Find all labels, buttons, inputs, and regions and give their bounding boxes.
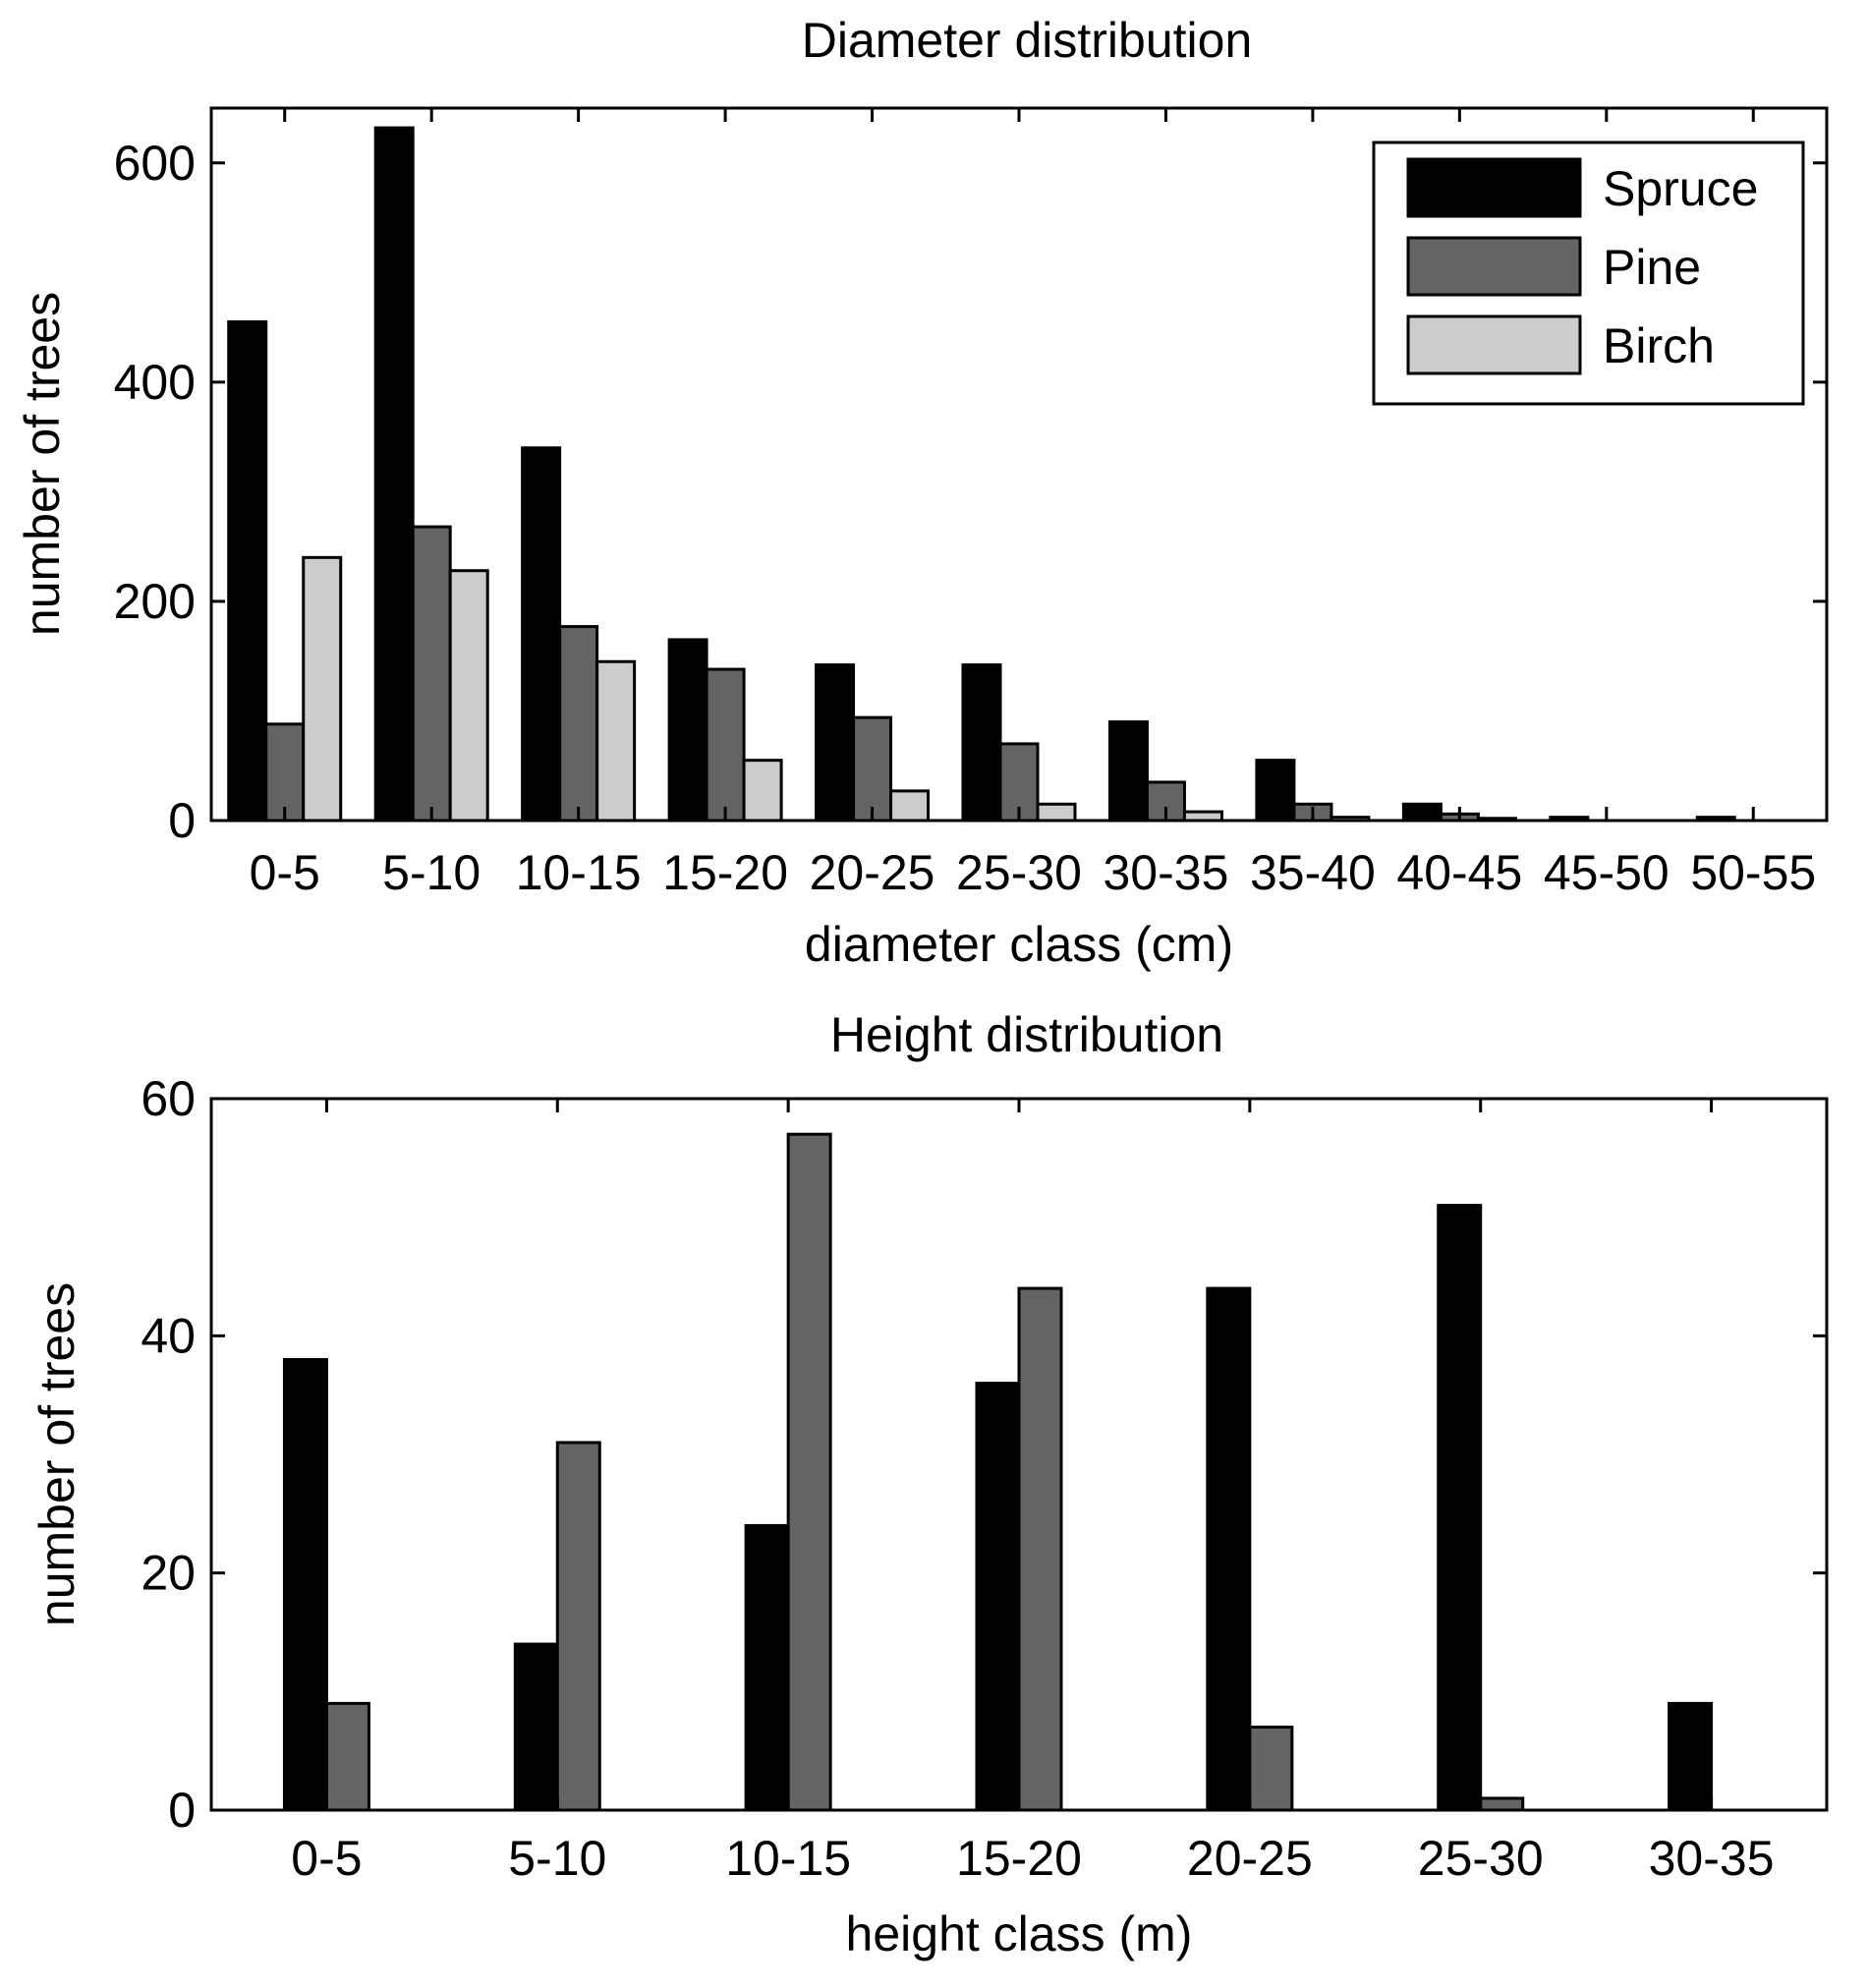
x-tick-label: 15-20 xyxy=(662,845,788,900)
bar xyxy=(786,1132,832,1812)
x-tick-label: 10-15 xyxy=(725,1831,851,1886)
x-tick-label: 30-35 xyxy=(1104,845,1229,900)
x-tick-label: 50-55 xyxy=(1690,845,1816,900)
bar xyxy=(1182,810,1223,823)
bar xyxy=(1107,720,1149,823)
x-tick-label: 15-20 xyxy=(956,1831,1082,1886)
bar xyxy=(302,555,343,823)
bar xyxy=(558,625,599,823)
bar xyxy=(1330,816,1371,823)
x-tick-label: 25-30 xyxy=(956,845,1082,900)
bar xyxy=(1479,1796,1525,1812)
bar xyxy=(1549,816,1590,823)
x-tick-label: 0-5 xyxy=(291,1831,362,1886)
y-axis-label: number of trees xyxy=(29,1282,85,1626)
chart-title: Diameter distribution xyxy=(802,13,1253,68)
height-chart: Height distribution 0-5 5-10 10-15 15-20 20-… xyxy=(29,1007,1829,1961)
tick-group: 0-5 5-10 10-15 15-20 20-25 25-30 30-35 35-40 40-… xyxy=(114,108,1827,900)
legend-label: Pine xyxy=(1603,240,1701,295)
diameter-chart: Diameter distribution 0-5 5-10 10-15 15-20 2… xyxy=(15,13,1829,972)
x-tick-label: 30-35 xyxy=(1649,1831,1775,1886)
bar xyxy=(555,1441,601,1812)
bar-group xyxy=(227,126,1736,823)
legend-swatch xyxy=(1406,314,1582,375)
bar xyxy=(411,525,452,823)
x-tick-label: 20-25 xyxy=(810,845,935,900)
bar xyxy=(1206,1286,1252,1812)
bar xyxy=(744,1523,790,1812)
bar xyxy=(1437,1204,1483,1812)
y-tick-label: 60 xyxy=(141,1071,196,1126)
y-tick-label: 0 xyxy=(168,793,196,848)
y-tick-label: 400 xyxy=(114,355,196,410)
legend-label: Birch xyxy=(1603,318,1715,373)
y-tick-label: 200 xyxy=(114,574,196,629)
chart-title: Height distribution xyxy=(830,1007,1223,1062)
bar xyxy=(1036,802,1077,823)
x-tick-label: 25-30 xyxy=(1418,1831,1544,1886)
bar xyxy=(1668,1701,1714,1812)
bar xyxy=(705,667,746,823)
bar xyxy=(889,789,931,823)
bar xyxy=(852,715,893,823)
legend-swatch xyxy=(1406,157,1582,218)
y-tick-label: 0 xyxy=(168,1783,196,1838)
bar xyxy=(961,663,1002,823)
tick-group: 0-5 5-10 10-15 15-20 20-25 25-30 30-35 0 20 40 60 xyxy=(141,1071,1827,1886)
bar xyxy=(667,638,708,823)
bar xyxy=(975,1382,1021,1812)
bar xyxy=(324,1701,370,1812)
bar xyxy=(742,759,783,823)
y-tick-label: 40 xyxy=(141,1308,196,1363)
y-tick-label: 20 xyxy=(141,1546,196,1601)
legend: Spruce Pine Birch xyxy=(1372,141,1805,406)
bar xyxy=(595,659,637,823)
bar-group xyxy=(282,1132,1714,1812)
x-tick-label: 35-40 xyxy=(1250,845,1376,900)
bar xyxy=(227,320,268,823)
x-tick-label: 10-15 xyxy=(516,845,642,900)
x-tick-label: 5-10 xyxy=(382,845,481,900)
bar xyxy=(373,126,415,823)
x-tick-label: 40-45 xyxy=(1396,845,1522,900)
x-axis-label: diameter class (cm) xyxy=(805,917,1233,972)
y-axis-label: number of trees xyxy=(15,292,70,636)
y-tick-label: 600 xyxy=(114,136,196,191)
x-tick-label: 5-10 xyxy=(508,1831,606,1886)
bar xyxy=(448,569,489,823)
bar xyxy=(264,722,306,823)
legend-label: Spruce xyxy=(1603,161,1758,216)
bar xyxy=(282,1357,328,1812)
legend-swatch xyxy=(1406,236,1582,297)
bar xyxy=(521,446,562,823)
x-tick-label: 0-5 xyxy=(250,845,320,900)
bar xyxy=(1248,1726,1294,1812)
x-axis-label: height class (m) xyxy=(846,1906,1193,1961)
x-tick-label: 20-25 xyxy=(1187,1831,1313,1886)
x-tick-label: 45-50 xyxy=(1544,845,1670,900)
bar xyxy=(513,1642,559,1812)
bar xyxy=(1695,816,1736,823)
bar xyxy=(1476,817,1517,823)
bar xyxy=(1255,759,1296,823)
bar xyxy=(1401,802,1443,823)
bar xyxy=(815,663,856,823)
bar xyxy=(1017,1286,1063,1812)
